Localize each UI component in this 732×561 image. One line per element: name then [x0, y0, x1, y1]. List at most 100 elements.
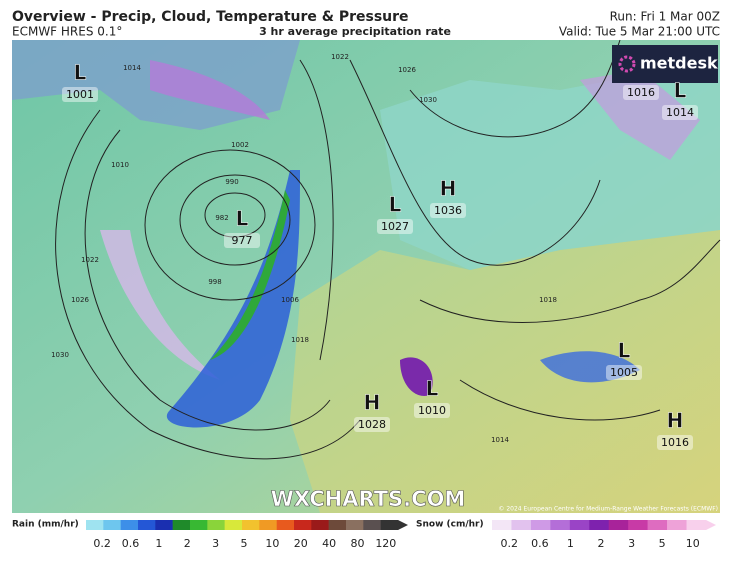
snow-legend-swatch	[569, 520, 590, 530]
isobar-label: 1026	[398, 66, 416, 74]
rain-legend-swatch	[138, 520, 156, 530]
pressure-box	[662, 105, 698, 120]
rain-legend-tick: 0.2	[93, 537, 111, 550]
pressure-value: 1010	[418, 404, 446, 417]
snow-legend-tick: 10	[686, 537, 700, 550]
rain-legend-swatch	[120, 520, 139, 530]
isobar-label: 1030	[51, 351, 69, 359]
snow-legend-swatch	[511, 520, 532, 530]
isobar-label: 1030	[419, 96, 437, 104]
rain-legend-swatch	[311, 520, 329, 530]
rain-legend-tick: 0.6	[122, 537, 140, 550]
pressure-value: 1001	[66, 88, 94, 101]
snow-legend-swatch	[492, 520, 512, 530]
rain-legend-swatch	[346, 520, 364, 530]
valid: Valid: Tue 5 Mar 21:00 UTC	[559, 25, 720, 39]
rain-legend-swatch	[224, 520, 243, 530]
rain-legend-tick: 40	[322, 537, 336, 550]
rain-legend-tick: 20	[294, 537, 308, 550]
pressure-box	[657, 435, 693, 450]
rain-legend-tick: 1	[155, 537, 162, 550]
pressure-symbol: L	[674, 79, 687, 103]
rain-legend-swatch	[86, 520, 104, 530]
isobar-label: 1018	[539, 296, 557, 304]
rain-legend-swatch	[294, 520, 312, 530]
rain-legend-tick: 80	[350, 537, 364, 550]
rain-legend-swatch	[103, 520, 121, 530]
isobar-label: 1014	[123, 64, 141, 72]
snow-legend-arrow	[706, 520, 716, 530]
snow-legend-swatch	[686, 520, 707, 530]
isobars	[55, 39, 721, 460]
snow-legend-swatch	[530, 520, 551, 530]
snow-legend-swatch	[667, 520, 687, 530]
logo-icon	[618, 55, 636, 73]
pressure-symbol: L	[389, 193, 402, 217]
pressure-value: 1016	[661, 436, 689, 449]
rain-legend-arrow	[398, 520, 408, 530]
snow-area	[580, 70, 700, 160]
pressure-value: 1036	[434, 204, 462, 217]
subtitle: 3 hr average precipitation rate	[259, 25, 451, 38]
snow-legend-tick: 0.2	[501, 537, 519, 550]
snow-legend-label: Snow (cm/hr)	[416, 520, 484, 530]
model: ECMWF HRES 0.1°	[12, 25, 122, 39]
pressure-value: 1005	[610, 366, 638, 379]
rain-legend-swatch	[380, 520, 399, 530]
isobar-label: 1006	[281, 296, 299, 304]
rain-legend-tick: 2	[184, 537, 191, 550]
pressure-symbol: L	[74, 61, 87, 85]
watermark: WXCHARTS.COM	[271, 487, 466, 511]
rain-band	[210, 190, 290, 360]
rain-legend-swatch	[190, 520, 208, 530]
rain-band	[166, 170, 300, 428]
isobar-label: 1002	[231, 141, 249, 149]
pressure-box	[224, 233, 260, 248]
pressure-symbol: L	[426, 377, 439, 401]
pressure-value: 977	[232, 234, 253, 247]
snow-legend-tick: 0.6	[531, 537, 549, 550]
isobar-label: 982	[215, 214, 228, 222]
pressure-symbol: H	[667, 409, 684, 433]
rain-legend-swatch	[259, 520, 277, 530]
pressure-symbol: H	[364, 391, 381, 415]
isobar-label: 1022	[81, 256, 99, 264]
snow-legend-tick: 2	[598, 537, 605, 550]
pressure-symbol: L	[618, 339, 631, 363]
pressure-box	[606, 365, 642, 380]
pressure-symbol: L	[236, 207, 249, 231]
copyright: © 2024 European Centre for Medium-Range …	[498, 506, 718, 513]
run: Run: Fri 1 Mar 00Z	[610, 10, 720, 24]
pressure-box	[414, 403, 450, 418]
rain-legend-tick: 120	[375, 537, 396, 550]
rain-legend-tick: 10	[265, 537, 279, 550]
snow-area	[100, 230, 220, 380]
pressure-value: 1027	[381, 220, 409, 233]
pressure-box	[354, 417, 390, 432]
pressure-symbol: H	[440, 177, 457, 201]
snow-area	[400, 357, 433, 396]
snow-legend-tick: 1	[567, 537, 574, 550]
rain-legend-swatch	[207, 520, 225, 530]
rain-legend-swatch	[328, 520, 347, 530]
pressure-value: 1014	[666, 106, 694, 119]
snow-legend-swatch	[589, 520, 610, 530]
pressure-box	[623, 85, 659, 100]
isobar-label: 1026	[71, 296, 89, 304]
isobar-label: 1022	[331, 53, 349, 61]
rain-legend-label: Rain (mm/hr)	[12, 520, 79, 530]
rain-legend-swatch	[242, 520, 260, 530]
snow-legend-swatch	[608, 520, 629, 530]
title: Overview - Precip, Cloud, Temperature & …	[12, 9, 409, 25]
rain-legend-tick: 5	[241, 537, 248, 550]
isobar-label: 990	[225, 178, 238, 186]
snow-legend-tick: 5	[659, 537, 666, 550]
logo-box	[612, 45, 718, 83]
pressure-box	[430, 203, 466, 218]
rain-legend-swatch	[276, 520, 295, 530]
isobar-label: 1010	[111, 161, 129, 169]
isobar-label: 1018	[291, 336, 309, 344]
pressure-value: 1028	[358, 418, 386, 431]
